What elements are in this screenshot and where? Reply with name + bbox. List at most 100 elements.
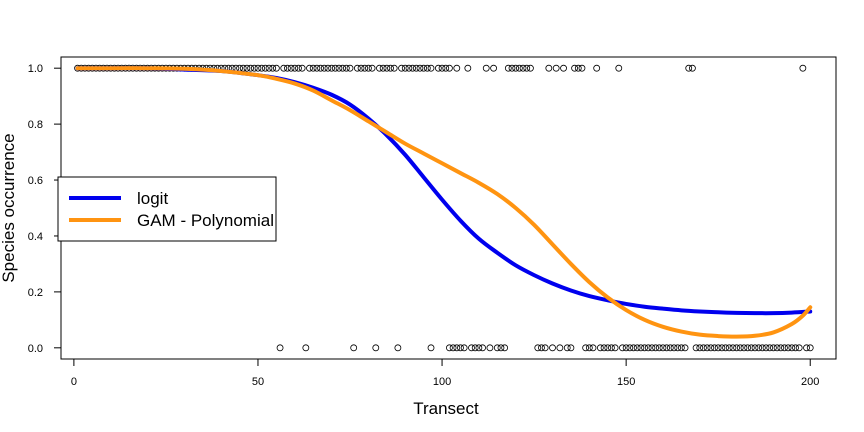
point-absence (276, 344, 284, 352)
point-absence (803, 344, 810, 352)
point-absence (696, 344, 704, 352)
x-axis: 0 50 100 150 200 (71, 358, 819, 388)
point-absence (541, 344, 549, 352)
point-absence (604, 344, 612, 352)
point-presence (317, 64, 324, 72)
point-presence (423, 64, 431, 72)
point-presence (527, 64, 534, 72)
y-tick-label: 0.8 (28, 119, 43, 131)
point-presence (250, 64, 258, 72)
point-presence (269, 64, 277, 72)
point-presence (571, 64, 578, 72)
point-absence (792, 344, 799, 352)
point-absence (302, 344, 310, 352)
point-absence (806, 344, 814, 352)
legend: logit GAM - Polynomial (57, 176, 277, 242)
point-absence (773, 344, 781, 352)
point-presence (464, 64, 472, 72)
point-presence (243, 64, 251, 72)
point-presence (331, 64, 339, 72)
point-presence (361, 64, 369, 72)
point-absence (677, 344, 685, 352)
point-presence (401, 64, 409, 72)
y-tick-label: 0.4 (28, 231, 43, 243)
y-tick-label: 0.0 (28, 343, 43, 355)
point-absence (659, 344, 667, 352)
point-absence (468, 344, 475, 352)
point-absence (795, 344, 803, 352)
point-absence (589, 344, 597, 352)
point-absence (644, 344, 652, 352)
point-presence (574, 64, 582, 72)
point-presence (265, 64, 273, 72)
point-presence (287, 64, 295, 72)
point-presence (416, 64, 424, 72)
point-presence (313, 64, 321, 72)
point-absence (493, 344, 501, 352)
legend-label-logit: logit (137, 189, 168, 208)
point-absence (736, 344, 744, 352)
point-absence (619, 344, 626, 352)
point-absence (497, 344, 505, 352)
point-absence (556, 344, 564, 352)
point-presence (490, 64, 498, 72)
point-presence (335, 64, 343, 72)
point-absence (427, 344, 435, 352)
point-absence (350, 344, 358, 352)
x-tick-label: 100 (433, 376, 451, 388)
point-presence (284, 64, 291, 72)
point-presence (320, 64, 328, 72)
point-presence (258, 64, 266, 72)
point-presence (324, 64, 332, 72)
point-presence (365, 64, 372, 72)
point-presence (247, 64, 255, 72)
point-presence (306, 64, 313, 72)
point-presence (560, 64, 567, 72)
point-absence (630, 344, 637, 352)
point-absence (446, 344, 453, 352)
point-presence (383, 64, 391, 72)
point-presence (578, 64, 586, 72)
point-presence (328, 64, 336, 72)
point-presence (508, 64, 516, 72)
point-absence (777, 344, 785, 352)
point-presence (412, 64, 420, 72)
point-presence (442, 64, 450, 72)
point-absence (585, 344, 593, 352)
point-absence (648, 344, 656, 352)
point-presence (295, 64, 302, 72)
point-presence (799, 64, 807, 72)
point-absence (747, 344, 755, 352)
point-presence (504, 64, 512, 72)
point-absence (733, 344, 740, 352)
point-presence (453, 64, 461, 72)
point-absence (652, 344, 659, 352)
point-absence (770, 344, 777, 352)
point-absence (608, 344, 615, 352)
point-presence (353, 64, 361, 72)
point-absence (681, 344, 689, 352)
point-absence (670, 344, 678, 352)
point-presence (339, 64, 347, 72)
point-presence (291, 64, 299, 72)
point-presence (272, 64, 280, 72)
point-absence (596, 344, 604, 352)
y-tick-label: 1.0 (28, 63, 43, 75)
point-presence (254, 64, 262, 72)
point-presence (390, 64, 398, 72)
point-presence (434, 64, 442, 72)
point-presence (376, 64, 383, 72)
point-absence (471, 344, 479, 352)
point-absence (722, 344, 729, 352)
point-presence (398, 64, 405, 72)
point-absence (475, 344, 483, 352)
point-presence (438, 64, 446, 72)
point-presence (357, 64, 365, 72)
point-absence (725, 344, 733, 352)
point-presence (368, 64, 376, 72)
point-presence (689, 64, 696, 72)
point-absence (655, 344, 663, 352)
point-presence (482, 64, 490, 72)
point-presence (309, 64, 317, 72)
point-absence (582, 344, 590, 352)
